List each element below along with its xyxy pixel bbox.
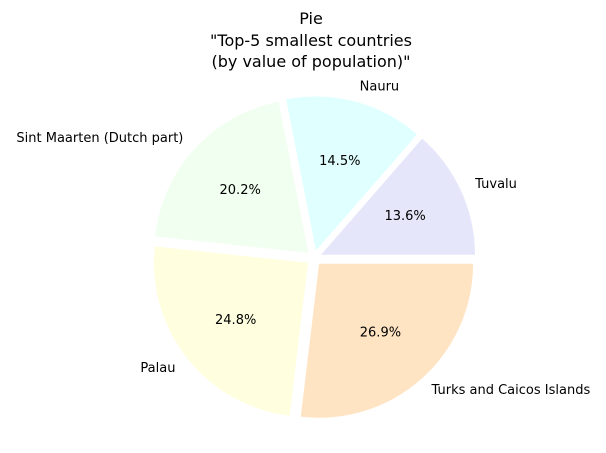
pie-slice-sint-maarten-dutch-part	[155, 101, 309, 253]
slice-label-palau: Palau	[140, 361, 175, 376]
slice-label-turks-and-caicos-islands: Turks and Caicos Islands	[431, 383, 591, 398]
pie-labels: Tuvalu 13.6% Nauru 14.5% Sint Maarten (Dutch…	[16, 79, 590, 398]
pie-slice-turks-and-caicos-islands	[300, 263, 474, 418]
percent-label-palau: 24.8%	[215, 313, 256, 328]
chart-title: Pie "Top-5 smallest countries (by value …	[210, 9, 412, 71]
percent-label-turks-and-caicos-islands: 26.9%	[360, 325, 401, 340]
pie-slice-nauru	[286, 96, 418, 251]
chart-title-line-3: (by value of population)"	[212, 52, 411, 71]
slice-label-nauru: Nauru	[360, 79, 400, 94]
chart-title-line-1: Pie	[299, 9, 323, 28]
percent-label-sint-maarten-dutch-part: 20.2%	[220, 183, 261, 198]
slice-label-tuvalu: Tuvalu	[474, 177, 517, 192]
pie-slices	[153, 96, 476, 418]
percent-label-tuvalu: 13.6%	[384, 209, 425, 224]
pie-slice-tuvalu	[321, 138, 476, 255]
pie-slice-palau	[153, 246, 308, 416]
slice-label-sint-maarten-dutch-part: Sint Maarten (Dutch part)	[16, 131, 183, 146]
percent-label-nauru: 14.5%	[319, 154, 360, 169]
chart-title-line-2: "Top-5 smallest countries	[210, 31, 412, 50]
